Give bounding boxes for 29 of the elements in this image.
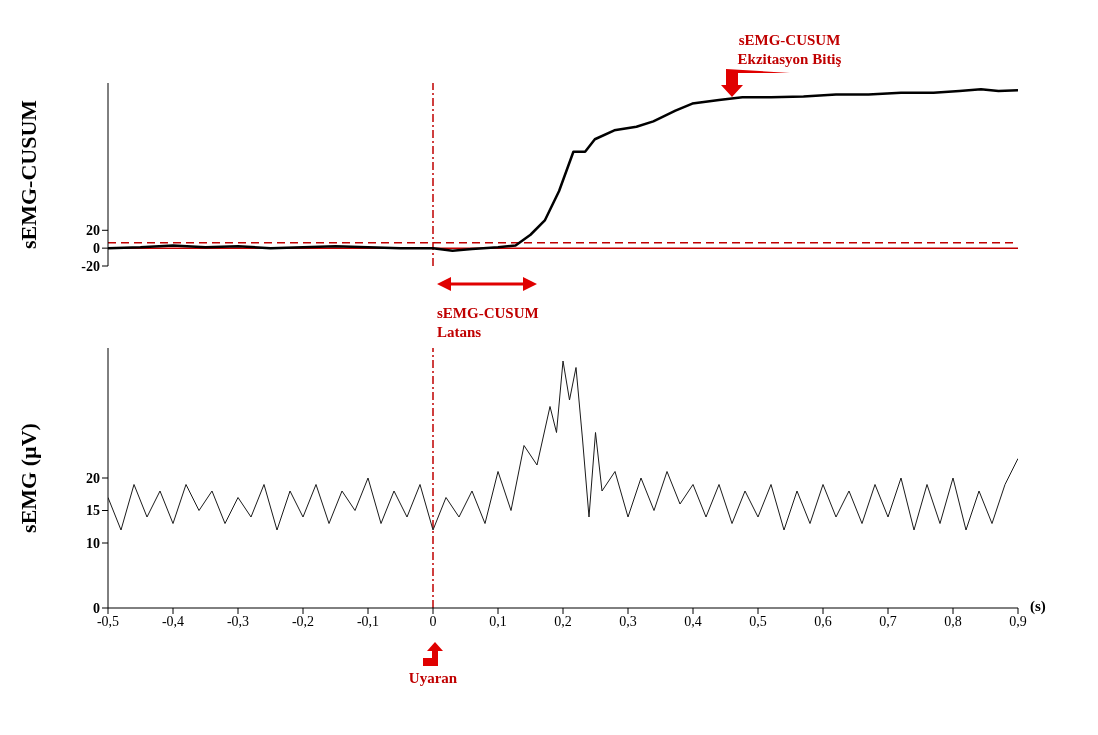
y-tick-label: 20 [86, 470, 100, 486]
x-tick-label: 0,2 [554, 613, 572, 629]
y-tick-label: 15 [86, 503, 100, 519]
ref-line-label: Uyaran [407, 670, 459, 687]
x-tick-label: -0,1 [356, 613, 380, 629]
y-tick-label: 20 [86, 223, 100, 239]
x-tick-label: 0,6 [814, 613, 832, 629]
x-tick-label: 0,9 [1009, 613, 1027, 629]
x-tick-label: 0,5 [749, 613, 767, 629]
line-series [108, 360, 1018, 531]
x-tick-label: 0,4 [684, 613, 702, 629]
y-tick-label: 0 [93, 241, 100, 257]
x-tick-label: 0,1 [489, 613, 507, 629]
x-tick-label: 0,7 [879, 613, 897, 629]
x-tick-label: -0,2 [291, 613, 315, 629]
x-tick-label: -0,5 [96, 613, 120, 629]
text: sEMG-CUSUM Latans [437, 304, 540, 342]
x-tick-label: -0,4 [161, 613, 185, 629]
y-tick-label: -20 [81, 258, 100, 274]
x-tick-label: 0 [429, 613, 437, 629]
x-axis-title: (s) [1030, 598, 1046, 615]
y-tick-label: 0 [93, 600, 100, 616]
y-tick-label: 10 [86, 535, 100, 551]
x-tick-label: -0,3 [226, 613, 250, 629]
y-axis-title: sEMG-CUSUM [15, 99, 41, 250]
x-tick-label: 0,8 [944, 613, 962, 629]
y-axis-title: sEMG (µV) [15, 423, 41, 533]
x-tick-label: 0,3 [619, 613, 637, 629]
annotation: sEMG-CUSUM Ekzitasyon Bitiş [736, 31, 843, 70]
